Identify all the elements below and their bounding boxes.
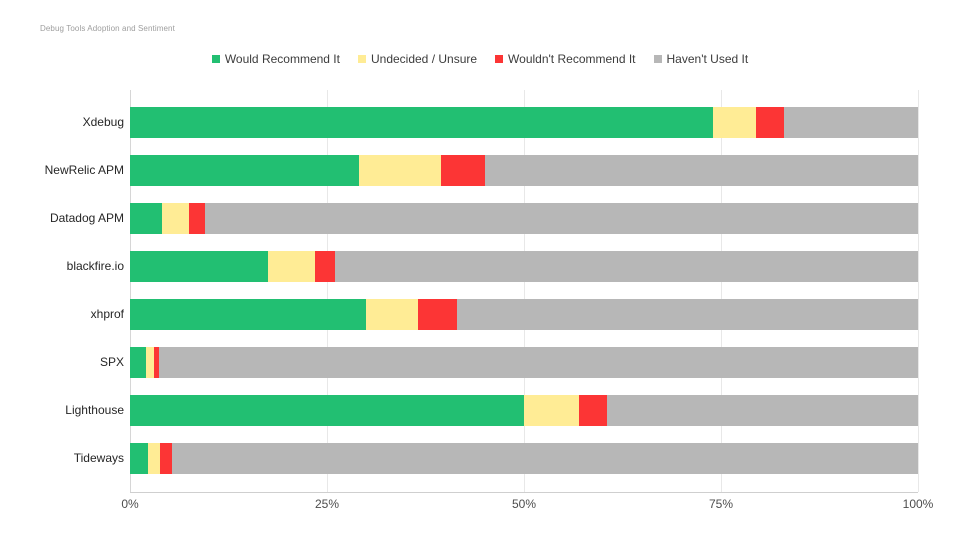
- gridline: [524, 90, 525, 492]
- bar-row: [130, 395, 918, 426]
- bar-segment: [189, 203, 205, 234]
- x-tick-label: 0%: [121, 497, 139, 511]
- bar-segment: [159, 347, 918, 378]
- bar-segment: [315, 251, 335, 282]
- bar-segment: [130, 395, 524, 426]
- legend-label: Would Recommend It: [224, 52, 340, 66]
- bar-segment: [484, 155, 918, 186]
- bar-segment: [148, 443, 160, 474]
- bar-row: [130, 443, 918, 474]
- bar-segment: [606, 395, 918, 426]
- category-label: NewRelic APM: [44, 163, 124, 177]
- category-label: xhprof: [90, 307, 124, 321]
- category-label: Lighthouse: [65, 403, 124, 417]
- bar-row: [130, 107, 918, 138]
- bar-segment: [130, 347, 146, 378]
- bar-segment: [417, 299, 457, 330]
- gridline: [327, 90, 328, 492]
- gridline: [918, 90, 919, 492]
- bar-segment: [204, 203, 918, 234]
- x-tick-label: 25%: [314, 497, 340, 511]
- bar-segment: [130, 203, 162, 234]
- legend: Would Recommend It Undecided / Unsure Wo…: [0, 52, 960, 66]
- bar-segment: [457, 299, 918, 330]
- bar-segment: [334, 251, 918, 282]
- bar-segment: [713, 107, 757, 138]
- bar-segment: [130, 299, 367, 330]
- bar-segment: [358, 155, 442, 186]
- bar-segment: [153, 347, 160, 378]
- bar-segment: [579, 395, 607, 426]
- bar-row: [130, 155, 918, 186]
- x-tick-label: 75%: [708, 497, 734, 511]
- bar-segment: [441, 155, 485, 186]
- legend-label: Wouldn't Recommend It: [508, 52, 636, 66]
- legend-item-would-recommend: Would Recommend It: [211, 52, 340, 66]
- legend-item-undecided: Undecided / Unsure: [357, 52, 478, 66]
- bar-row: [130, 299, 918, 330]
- category-label: Xdebug: [82, 115, 124, 129]
- bar-segment: [145, 347, 154, 378]
- bar-segment: [171, 443, 918, 474]
- category-label: Tideways: [73, 451, 124, 465]
- bar-segment: [784, 107, 918, 138]
- bar-row: [130, 347, 918, 378]
- chart-title: Debug Tools Adoption and Sentiment: [40, 24, 175, 33]
- bar-segment: [524, 395, 580, 426]
- category-label: Datadog APM: [49, 211, 124, 225]
- legend-item-havent-used: Haven't Used It: [653, 52, 749, 66]
- bar-segment: [159, 443, 172, 474]
- legend-swatch-icon: [495, 55, 504, 63]
- legend-label: Undecided / Unsure: [370, 52, 478, 66]
- legend-label: Haven't Used It: [666, 52, 749, 66]
- bar-segment: [161, 203, 190, 234]
- bar-segment: [366, 299, 418, 330]
- bar-row: [130, 251, 918, 282]
- bar-segment: [267, 251, 316, 282]
- legend-swatch-icon: [211, 55, 220, 63]
- x-tick-label: 100%: [902, 497, 934, 511]
- category-label: SPX: [99, 355, 124, 369]
- gridline: [130, 90, 131, 492]
- category-label: blackfire.io: [66, 259, 124, 273]
- bar-row: [130, 203, 918, 234]
- bar-segment: [130, 107, 714, 138]
- bar-segment: [130, 443, 149, 474]
- bar-segment: [130, 155, 359, 186]
- gridline: [721, 90, 722, 492]
- legend-item-wouldnt-recommend: Wouldn't Recommend It: [495, 52, 636, 66]
- bar-segment: [756, 107, 785, 138]
- legend-swatch-icon: [653, 55, 662, 63]
- legend-swatch-icon: [357, 55, 366, 63]
- plot-area: [130, 90, 919, 493]
- bar-segment: [130, 251, 268, 282]
- x-tick-label: 50%: [511, 497, 537, 511]
